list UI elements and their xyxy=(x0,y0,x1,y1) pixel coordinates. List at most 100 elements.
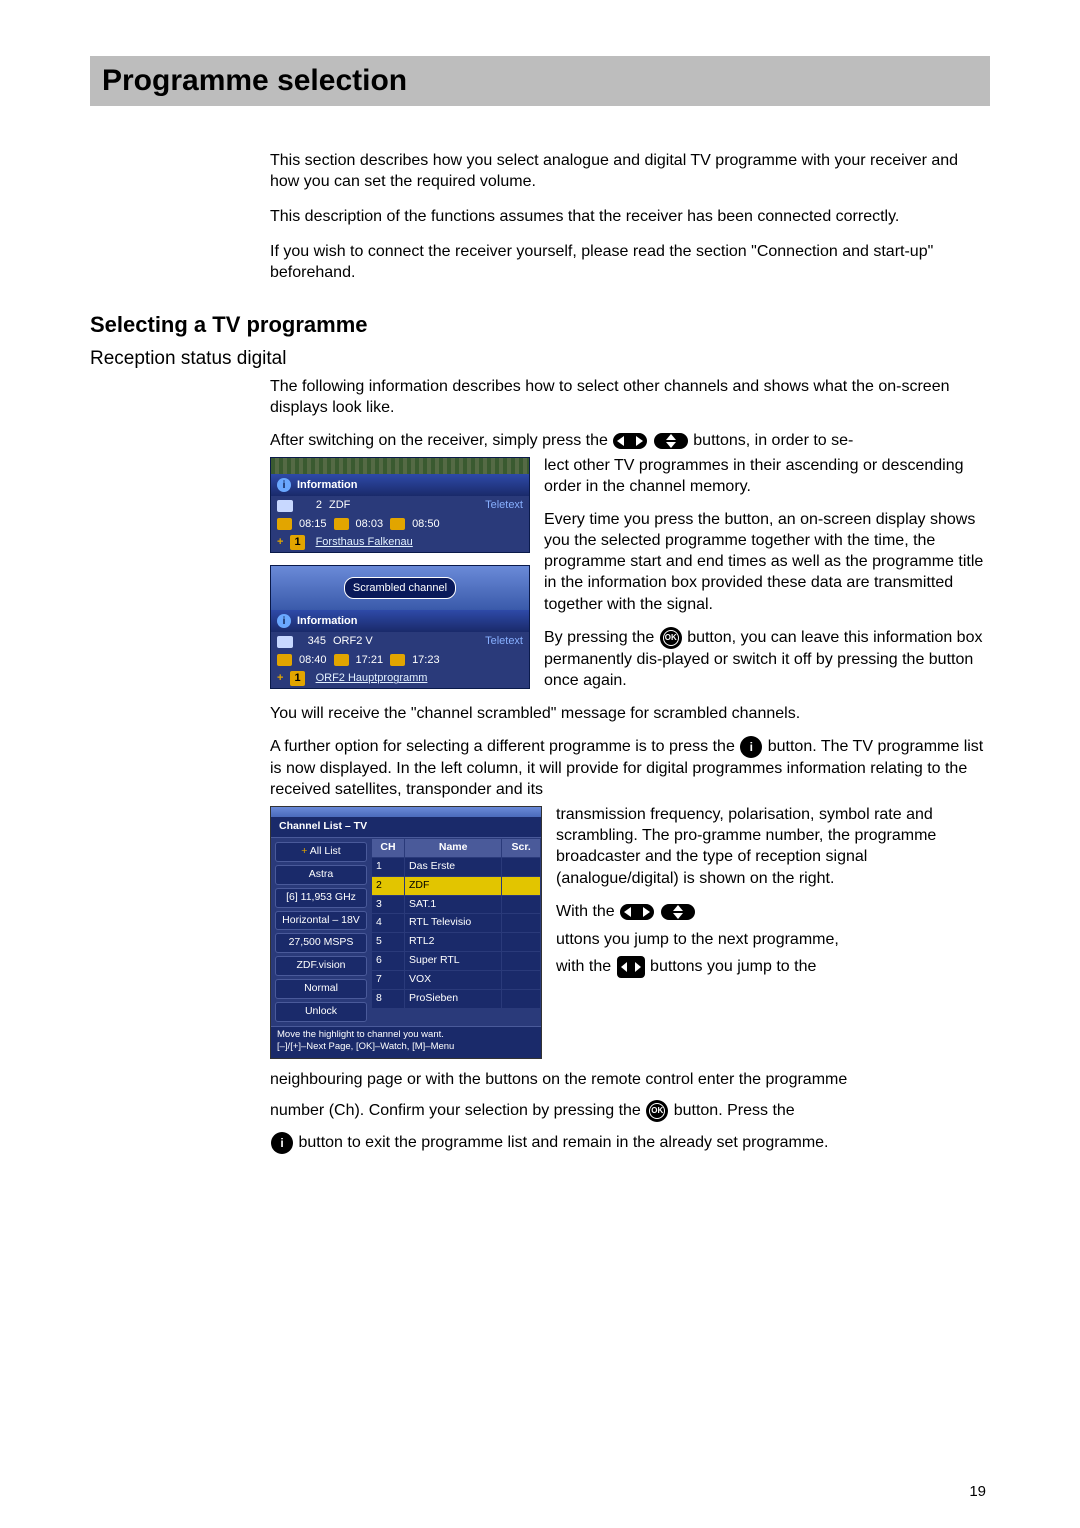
channel-list-left-item: Astra xyxy=(275,865,367,885)
channel-list-left-item: 27,500 MSPS xyxy=(275,933,367,953)
ok-button-icon xyxy=(660,627,682,649)
intro-p2: This description of the functions assume… xyxy=(270,206,990,227)
channel-list-col: Name xyxy=(405,839,502,858)
table-cell xyxy=(502,914,541,933)
tail1b-pre: number (Ch). Confirm your selection by p… xyxy=(270,1102,645,1119)
left-right-icon xyxy=(620,904,654,920)
switch-post: buttons, in order to se- xyxy=(693,432,853,449)
table-cell: VOX xyxy=(405,971,502,990)
mock2-header: i Information xyxy=(271,610,529,633)
channel-list-left-item: Unlock xyxy=(275,1002,367,1022)
i-button-icon xyxy=(271,1132,293,1154)
opt-pre: A further option for selecting a differe… xyxy=(270,738,739,755)
tail-p2: button to exit the programme list and re… xyxy=(270,1132,990,1154)
channel-list-title: Channel List – TV xyxy=(271,817,541,838)
mock2-t3: 17:23 xyxy=(412,653,440,668)
page-title-bar: Programme selection xyxy=(90,56,990,106)
info-mock-2: Scrambled channel i Information 345 ORF2… xyxy=(270,565,530,689)
mock1-row-prog: + 1 Forsthaus Falkenau xyxy=(271,533,529,552)
receiver-icon xyxy=(277,500,293,512)
mock2-row-channel: 345 ORF2 V Teletext xyxy=(271,632,529,651)
table-row: 5RTL2 xyxy=(372,933,541,952)
table-row: 1Das Erste xyxy=(372,857,541,876)
mock2-row-times: 08:40 17:21 17:23 xyxy=(271,651,529,670)
table-cell xyxy=(502,989,541,1008)
scrambled-label: Scrambled channel xyxy=(344,577,456,600)
ok-button-icon xyxy=(646,1100,668,1122)
page-title: Programme selection xyxy=(102,64,978,98)
channel-list-left-col: All ListAstra[6] 11,953 GHzHorizontal – … xyxy=(271,838,371,1026)
tail1b-post: button. Press the xyxy=(674,1102,795,1119)
mock2-t1: 08:40 xyxy=(299,653,327,668)
info-icon: i xyxy=(277,478,291,492)
mock2-chname: ORF2 V xyxy=(333,634,373,649)
table-cell: 5 xyxy=(372,933,405,952)
mock2-prog: ORF2 Hauptprogramm xyxy=(316,671,428,686)
table-cell: ZDF xyxy=(405,876,502,895)
up-down-icon xyxy=(654,433,688,449)
mock2-chno: 345 xyxy=(300,634,326,649)
table-cell: 4 xyxy=(372,914,405,933)
cl-foot1: Move the highlight to channel you want. xyxy=(277,1029,535,1042)
channel-list-left-item: ZDF.vision xyxy=(275,956,367,976)
plus-icon: + xyxy=(277,671,283,686)
mock2-title: Information xyxy=(297,614,358,629)
table-cell: RTL Televisio xyxy=(405,914,502,933)
table-cell: Super RTL xyxy=(405,952,502,971)
table-cell xyxy=(502,895,541,914)
channel-list-left-item: Normal xyxy=(275,979,367,999)
with-pre: With the xyxy=(556,903,619,920)
mock1-chno: 2 xyxy=(300,498,322,513)
table-cell: ProSieben xyxy=(405,989,502,1008)
plus-icon: + xyxy=(277,535,283,550)
table-cell: 1 xyxy=(372,857,405,876)
clock-icon xyxy=(334,518,349,530)
with2-pre: with the xyxy=(556,958,616,975)
mock1-prog: Forsthaus Falkenau xyxy=(316,535,413,550)
mock1-title: Information xyxy=(297,478,358,493)
mock1-t2: 08:03 xyxy=(356,517,384,532)
mock1-pill: 1 xyxy=(290,535,304,550)
table-cell: 7 xyxy=(372,971,405,990)
switch-pre: After switching on the receiver, simply … xyxy=(270,432,612,449)
receiver-icon xyxy=(277,636,293,648)
table-cell xyxy=(502,876,541,895)
table-row: 4RTL Televisio xyxy=(372,914,541,933)
channel-list-mock: Channel List – TV All ListAstra[6] 11,95… xyxy=(270,806,542,1059)
left-right-icon xyxy=(613,433,647,449)
channel-list-left-item: [6] 11,953 GHz xyxy=(275,888,367,908)
table-cell: 3 xyxy=(372,895,405,914)
page-number: 19 xyxy=(969,1483,986,1500)
clock-icon xyxy=(277,654,292,666)
clock-icon xyxy=(390,518,405,530)
table-cell: 6 xyxy=(372,952,405,971)
mock1-teletext: Teletext xyxy=(485,498,523,513)
table-cell: 8 xyxy=(372,989,405,1008)
cl-foot2: [–]/[+]–Next Page, [OK]–Watch, [M]–Menu xyxy=(277,1041,535,1054)
intro-p3: If you wish to connect the receiver your… xyxy=(270,241,990,283)
table-cell: Das Erste xyxy=(405,857,502,876)
info-mock-1: i Information 2 ZDF Teletext 08:15 08:03… xyxy=(270,457,530,553)
table-cell xyxy=(502,952,541,971)
table-row: 8ProSieben xyxy=(372,989,541,1008)
mock1-chname: ZDF xyxy=(329,498,350,513)
info-icon: i xyxy=(277,614,291,628)
table-row: 7VOX xyxy=(372,971,541,990)
table-cell: 2 xyxy=(372,876,405,895)
mock2-t2: 17:21 xyxy=(356,653,384,668)
mock1-row-times: 08:15 08:03 08:50 xyxy=(271,515,529,534)
tail2-text: button to exit the programme list and re… xyxy=(298,1134,828,1151)
table-row: 3SAT.1 xyxy=(372,895,541,914)
tail-p1a: neighbouring page or with the buttons on… xyxy=(270,1069,990,1090)
clock-icon xyxy=(334,654,349,666)
intro-block: This section describes how you select an… xyxy=(270,150,990,284)
table-cell xyxy=(502,933,541,952)
channel-list-col: CH xyxy=(372,839,405,858)
section-subheading: Reception status digital xyxy=(90,348,990,370)
mock1-header: i Information xyxy=(271,474,529,497)
clock-icon xyxy=(390,654,405,666)
with2-post: buttons you jump to the xyxy=(650,958,816,975)
body-p4: You will receive the "channel scrambled"… xyxy=(270,703,990,724)
option-line: A further option for selecting a differe… xyxy=(270,736,990,800)
body-switch-line: After switching on the receiver, simply … xyxy=(270,430,990,451)
